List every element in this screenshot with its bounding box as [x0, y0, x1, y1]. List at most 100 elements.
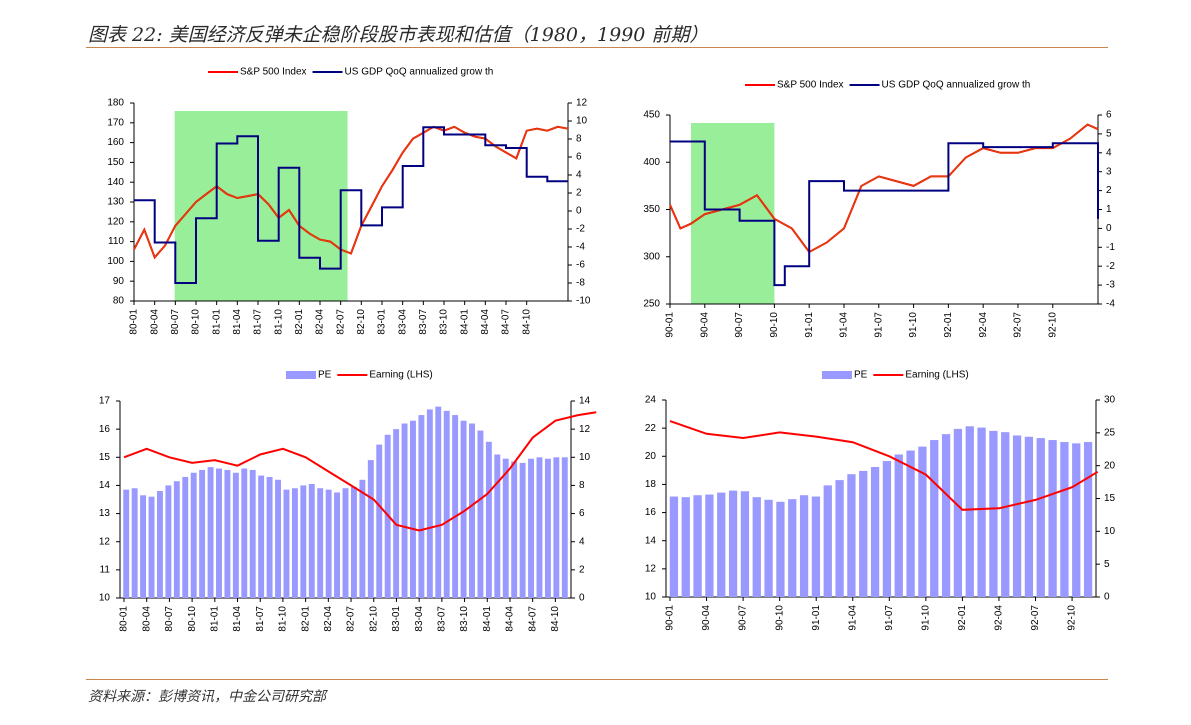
- y-right-tick-label: 2: [1106, 185, 1112, 196]
- y-right-tick-label: 25: [1104, 427, 1116, 438]
- x-tick-label: 84-01: [459, 309, 470, 335]
- x-tick-label: 82-01: [294, 309, 305, 335]
- pe-bar: [359, 479, 366, 598]
- y-right-tick-label: -4: [576, 242, 585, 253]
- pe-bar: [376, 444, 383, 598]
- pe-bar: [367, 460, 374, 598]
- series-sp500-overlay: [669, 123, 1099, 253]
- x-tick-label: 83-04: [414, 606, 425, 632]
- x-tick-label: 91-01: [804, 312, 815, 338]
- pe-bar: [811, 496, 821, 597]
- x-tick-label: 84-01: [482, 606, 493, 632]
- chart-sp500-gdp-1980s: 8090100110120130140150160170180-10-8-6-4…: [107, 67, 591, 335]
- x-tick-label: 90-01: [665, 312, 676, 338]
- pe-bar: [410, 420, 416, 598]
- pe-bar: [199, 469, 206, 598]
- x-tick-label: 84-10: [550, 606, 561, 632]
- y-right-tick-label: 5: [1104, 559, 1110, 570]
- y-right-tick-label: 8: [579, 480, 585, 491]
- x-tick-label: 83-10: [439, 309, 450, 335]
- x-tick-label: 92-10: [1047, 312, 1058, 338]
- pe-bar: [485, 441, 492, 598]
- pe-bar: [418, 415, 425, 598]
- x-tick-label: 92-04: [994, 605, 1005, 631]
- y-right-tick-label: -6: [576, 260, 585, 271]
- source-note: 资料来源：彭博资讯，中金公司研究部: [88, 689, 326, 705]
- pe-bar: [728, 490, 738, 597]
- y-left-tick-label: 22: [645, 423, 657, 434]
- x-tick-label: 92-07: [1030, 605, 1041, 631]
- x-tick-label: 82-10: [356, 309, 367, 335]
- y-right-tick-label: 20: [1104, 460, 1116, 471]
- x-tick-label: 82-10: [368, 606, 379, 632]
- y-left-tick-label: 16: [645, 507, 657, 518]
- x-tick-label: 84-07: [501, 309, 512, 335]
- pe-bar: [989, 430, 998, 597]
- pe-bar: [965, 426, 974, 597]
- x-tick-label: 80-04: [141, 606, 152, 632]
- legend-label-gdp: US GDP QoQ annualized grow th: [882, 80, 1031, 91]
- pe-bar: [258, 475, 265, 598]
- series-earning: [669, 420, 1099, 511]
- pe-bar: [426, 409, 433, 598]
- pe-bar: [1024, 436, 1034, 597]
- y-left-tick-label: 14: [99, 480, 111, 491]
- y-left-tick-label: 450: [643, 110, 660, 121]
- y-right-tick-label: -4: [1106, 299, 1115, 310]
- pe-bar: [544, 458, 551, 598]
- y-right-tick-label: 0: [576, 206, 582, 217]
- pe-bar: [123, 489, 130, 598]
- x-tick-label: 84-10: [521, 309, 532, 335]
- legend-label-earning: Earning (LHS): [369, 370, 432, 381]
- pe-bar: [190, 472, 197, 598]
- x-tick-label: 90-01: [665, 605, 676, 631]
- x-tick-label: 81-01: [211, 309, 222, 335]
- pe-bar: [393, 429, 400, 598]
- pe-bar: [977, 427, 986, 597]
- y-right-tick-label: 15: [1104, 493, 1116, 504]
- x-tick-label: 84-04: [505, 606, 516, 632]
- pe-bar: [401, 423, 408, 598]
- y-right-tick-label: 8: [576, 134, 582, 145]
- pe-bar: [275, 479, 281, 598]
- pe-bar: [157, 491, 163, 598]
- pe-bar: [266, 476, 273, 598]
- pe-bar: [1060, 442, 1069, 597]
- y-left-tick-label: 110: [108, 236, 124, 247]
- y-left-tick-label: 11: [100, 564, 111, 575]
- pe-bar: [717, 492, 726, 597]
- pe-bar: [435, 406, 442, 598]
- pe-bar: [799, 495, 809, 597]
- x-tick-label: 92-04: [978, 312, 989, 338]
- y-right-tick-label: 3: [1106, 166, 1112, 177]
- x-tick-label: 82-04: [315, 309, 326, 335]
- x-tick-label: 91-07: [884, 605, 895, 631]
- pe-bar: [216, 468, 222, 598]
- pe-bar: [325, 489, 332, 598]
- pe-bar: [561, 457, 568, 598]
- x-tick-label: 81-10: [278, 606, 289, 632]
- y-right-tick-label: 6: [579, 508, 585, 519]
- x-tick-label: 90-04: [701, 605, 712, 631]
- legend-swatch-pe: [822, 371, 852, 379]
- x-tick-label: 91-01: [811, 605, 822, 631]
- x-tick-label: 81-01: [209, 606, 220, 632]
- pe-bar: [317, 488, 324, 598]
- y-right-tick-label: 4: [1106, 147, 1112, 158]
- y-left-tick-label: 12: [99, 536, 111, 547]
- legend-swatch-pe: [286, 371, 316, 379]
- x-tick-label: 82-07: [346, 606, 357, 632]
- y-right-tick-label: 10: [1104, 526, 1116, 537]
- y-left-tick-label: 17: [99, 396, 111, 407]
- pe-bar: [224, 469, 231, 598]
- x-tick-label: 92-10: [1067, 605, 1078, 631]
- y-left-tick-label: 14: [645, 535, 657, 546]
- pe-bar: [350, 486, 357, 598]
- pe-bar: [511, 461, 518, 598]
- y-left-tick-label: 100: [107, 256, 124, 267]
- y-right-tick-label: -2: [1106, 261, 1115, 272]
- y-left-tick-label: 350: [643, 204, 660, 215]
- pe-bar: [443, 410, 450, 598]
- y-right-tick-label: 12: [576, 98, 588, 109]
- y-left-tick-label: 24: [645, 395, 657, 406]
